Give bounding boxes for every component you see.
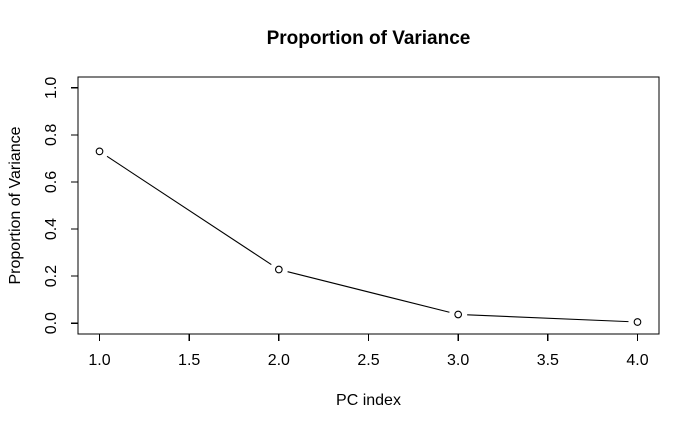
x-axis-label: PC index (336, 392, 401, 409)
series-line-segment (287, 271, 450, 313)
data-point (454, 310, 463, 319)
chart-title: Proportion of Variance (267, 28, 471, 49)
x-tick-label: 1.0 (88, 352, 110, 369)
y-tick-label: 0.0 (43, 312, 60, 334)
data-point (95, 147, 104, 156)
x-tick-label: 4.0 (626, 352, 648, 369)
data-series (95, 147, 642, 326)
x-tick-label: 2.5 (357, 352, 379, 369)
x-tick-label: 3.0 (447, 352, 469, 369)
series-line-segment (106, 155, 272, 266)
y-axis: 0.0 0.2 0.4 0.6 0.8 1.0 (43, 77, 78, 334)
y-tick-label: 0.8 (43, 124, 60, 146)
y-tick-label: 0.4 (43, 218, 60, 240)
y-tick-label: 0.6 (43, 171, 60, 193)
y-tick-label: 0.2 (43, 265, 60, 287)
data-point (633, 318, 642, 326)
x-tick-label: 3.5 (537, 352, 559, 369)
y-axis-label: Proportion of Variance (7, 126, 24, 284)
plot-box (77, 76, 660, 335)
x-axis: 1.0 1.5 2.0 2.5 3.0 3.5 4.0 (88, 334, 649, 369)
y-tick-label: 1.0 (43, 77, 60, 99)
x-tick-label: 2.0 (268, 352, 290, 369)
x-tick-label: 1.5 (178, 352, 200, 369)
data-point (274, 265, 283, 274)
series-line-segment (467, 314, 629, 323)
